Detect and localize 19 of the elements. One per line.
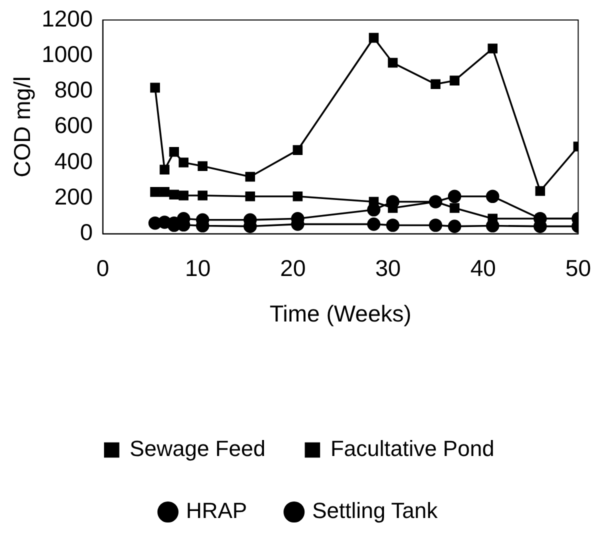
legend-label: Settling Tank: [312, 498, 439, 524]
legend-label: HRAP: [186, 498, 248, 524]
y-axis-title: COD mg/l: [9, 76, 36, 178]
x-tick-label: 0: [96, 254, 110, 281]
y-tick-label: 1000: [42, 40, 93, 67]
x-tick-label: 40: [470, 254, 496, 281]
y-tick-label: 0: [80, 219, 93, 246]
y-tick-label: 1200: [42, 5, 93, 32]
x-tick-label: 50: [565, 254, 592, 281]
y-tick-label: 400: [54, 148, 93, 174]
y-tick-label: 800: [54, 76, 93, 103]
x-tick-label: 10: [185, 254, 211, 281]
y-tick-label: 600: [54, 112, 93, 138]
legend-label: Facultative Pond: [330, 436, 494, 462]
x-axis-title: Time (Weeks): [270, 300, 412, 327]
x-tick-label: 20: [280, 254, 306, 281]
legend-label: Sewage Feed: [130, 436, 266, 462]
y-tick-label: 200: [54, 184, 93, 210]
x-tick-label: 30: [375, 254, 401, 281]
